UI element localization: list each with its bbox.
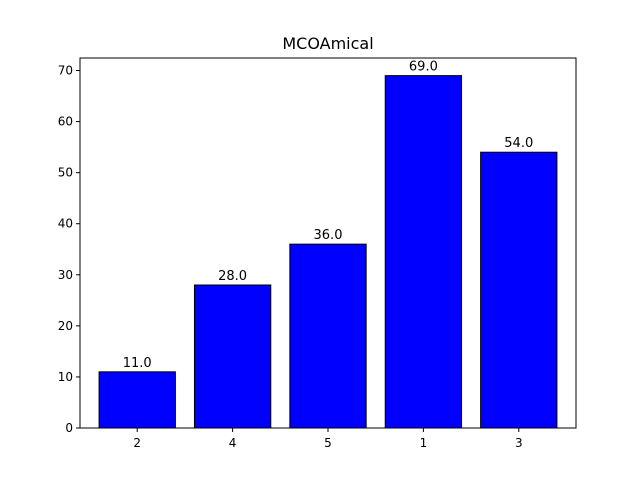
bar-series — [98, 75, 558, 429]
x-tick-label: 1 — [420, 436, 428, 450]
bar — [98, 371, 176, 429]
plot-frame — [79, 57, 577, 429]
x-axis: 2 4 5 1 3 — [133, 428, 523, 450]
y-tick-label: 50 — [58, 166, 73, 180]
chart-title: MCOAmical — [282, 34, 373, 53]
x-tick-label: 2 — [133, 436, 141, 450]
x-tick-label: 4 — [229, 436, 237, 450]
bar-value-label: 54.0 — [504, 136, 533, 151]
y-tick-label: 30 — [58, 268, 73, 282]
y-tick-label: 10 — [58, 370, 73, 384]
y-axis: 0 10 20 30 40 50 60 70 — [58, 64, 80, 435]
data-labels: 11.0 28.0 36.0 69.0 54.0 — [123, 60, 533, 371]
y-tick-label: 70 — [58, 64, 73, 78]
bar-value-label: 11.0 — [123, 356, 152, 371]
bar — [480, 151, 558, 429]
y-tick-label: 60 — [58, 115, 73, 129]
bar — [384, 75, 463, 429]
bar-value-label: 28.0 — [218, 269, 247, 284]
x-tick-label: 5 — [324, 436, 332, 450]
bar — [289, 243, 367, 429]
bar — [193, 284, 272, 429]
y-tick-label: 20 — [58, 319, 73, 333]
bar-value-label: 36.0 — [314, 228, 343, 243]
bar-value-label: 69.0 — [409, 60, 438, 75]
y-tick-label: 40 — [58, 217, 73, 231]
y-tick-label: 0 — [65, 421, 73, 435]
x-tick-label: 3 — [515, 436, 523, 450]
